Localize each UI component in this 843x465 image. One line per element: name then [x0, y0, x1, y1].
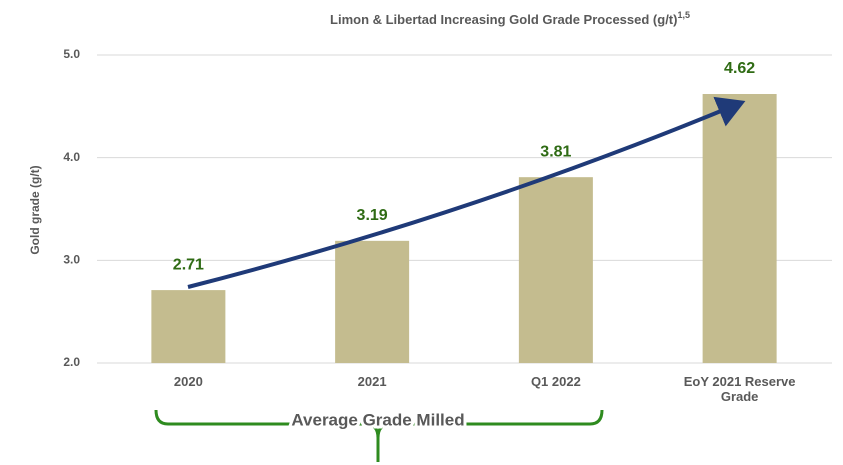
bar: [702, 94, 777, 363]
annotation: Average Grade Milled: [291, 410, 464, 429]
y-tick-label: 2.0: [63, 355, 80, 369]
y-tick-label: 4.0: [63, 150, 80, 164]
data-label: 3.81: [540, 143, 571, 160]
bar: [335, 240, 410, 363]
bar: [518, 177, 593, 363]
data-label: 4.62: [724, 60, 755, 77]
data-label: 3.19: [357, 207, 388, 224]
bar: [151, 290, 226, 363]
x-tick-label: EoY 2021 Reserve Grade: [683, 374, 796, 404]
x-tick-label: 2020: [173, 374, 203, 389]
data-label: 2.71: [173, 256, 204, 273]
y-tick-label: 3.0: [63, 253, 80, 267]
title-superscript: 1,5: [677, 10, 690, 20]
bars: 2.71 3.19 3.81 4.62: [151, 60, 777, 363]
y-axis-label: Gold grade (g/t): [28, 165, 42, 254]
chart-title: Limon & Libertad Increasing Gold Grade P…: [330, 10, 690, 27]
x-tick-label: Q1 2022: [530, 374, 581, 389]
y-tick-label: 5.0: [63, 47, 80, 61]
trend-arrow: [187, 96, 746, 289]
x-tick-label: 2021: [357, 374, 387, 389]
title-text: Limon & Libertad Increasing Gold Grade P…: [330, 12, 677, 27]
brace: [154, 409, 604, 462]
